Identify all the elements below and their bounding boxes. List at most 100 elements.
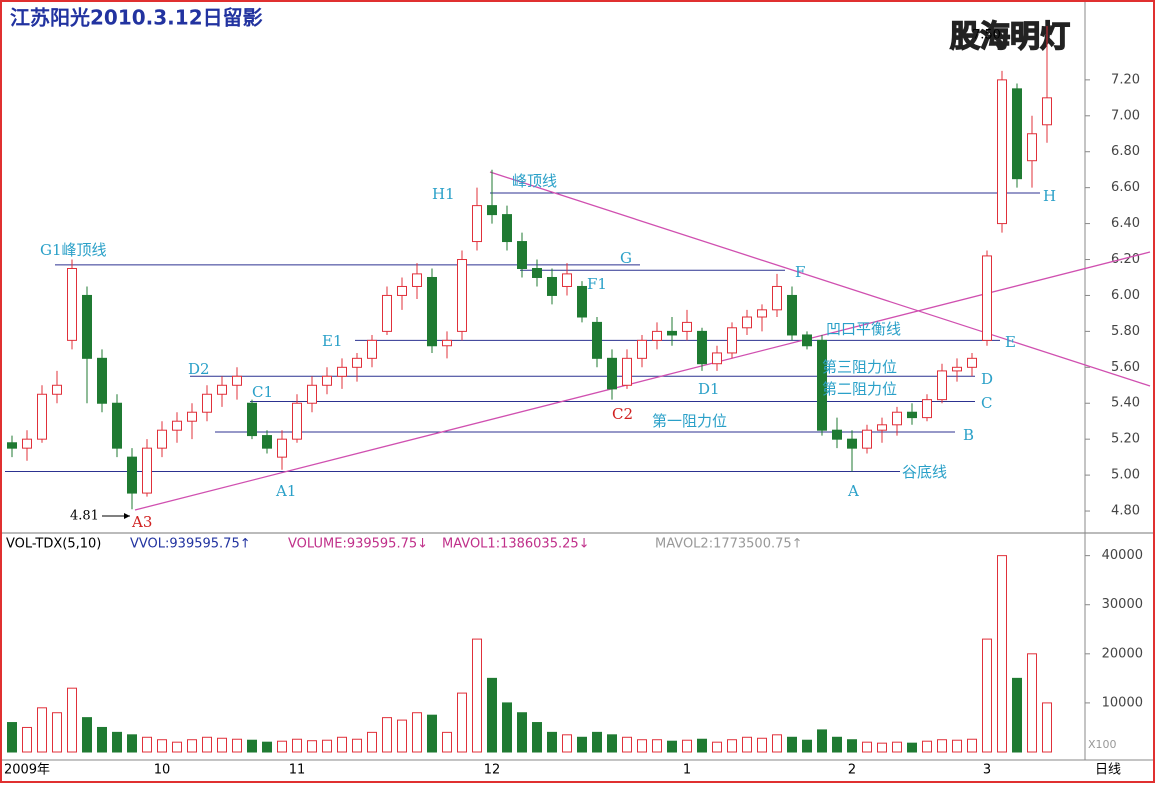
candle-body <box>502 214 512 243</box>
candle-body <box>52 384 62 395</box>
volume-header: VOL-TDX(5,10) <box>6 537 101 552</box>
annotation: D <box>981 370 993 388</box>
low-arrow-head <box>124 513 130 519</box>
volume-bar <box>412 712 422 753</box>
volume-bar <box>67 687 77 753</box>
volume-bar <box>982 638 992 753</box>
volume-bar <box>562 734 572 753</box>
annotation: C1 <box>252 383 273 401</box>
y-tick-label: 6.40 <box>1111 216 1140 231</box>
volume-bar <box>397 719 407 753</box>
annotation: 7.50 <box>972 28 1001 43</box>
volume-bar <box>202 736 212 753</box>
y-tick-label: 6.20 <box>1111 252 1140 267</box>
x-tick-label: 10 <box>154 763 171 778</box>
annotation: H <box>1043 187 1056 205</box>
volume-header: VOLUME:939595.75↓ <box>288 537 428 552</box>
annotation: 谷底线 <box>902 463 947 481</box>
volume-bar <box>262 741 272 753</box>
annotation: 凹口平衡线 <box>826 320 901 338</box>
volume-bar <box>802 739 812 753</box>
volume-bar <box>322 739 332 753</box>
volume-bar <box>37 707 47 753</box>
volume-bar <box>52 712 62 753</box>
volume-bar <box>367 731 377 753</box>
volume-bar <box>832 736 842 753</box>
candle-body <box>1012 88 1022 180</box>
candle-body <box>67 268 77 341</box>
volume-y-tick-label: 30000 <box>1102 597 1143 612</box>
volume-bar <box>307 740 317 753</box>
volume-bar <box>472 638 482 753</box>
annotation: B <box>963 426 974 444</box>
annotation: 峰顶线 <box>512 172 557 190</box>
candle-body <box>652 330 662 341</box>
period-label: 日线 <box>1095 763 1121 778</box>
x-tick-label: 11 <box>289 763 306 778</box>
volume-bar <box>532 722 542 753</box>
candle-body <box>577 285 587 318</box>
volume-bar <box>922 740 932 753</box>
volume-bar <box>502 702 512 753</box>
candle-body <box>592 321 602 359</box>
volume-unit: X100 <box>1088 738 1117 751</box>
volume-bar <box>667 740 677 753</box>
volume-bar <box>547 731 557 753</box>
annotation: F1 <box>587 275 607 293</box>
y-tick-label: 5.20 <box>1111 432 1140 447</box>
y-tick-label: 5.80 <box>1111 324 1140 339</box>
volume-bar <box>772 734 782 753</box>
volume-bar <box>442 731 452 753</box>
volume-bar <box>487 677 497 753</box>
candle-body <box>127 456 137 494</box>
volume-bar <box>967 738 977 753</box>
title: 江苏阳光2010.3.12日留影 <box>10 6 263 30</box>
volume-bar <box>112 731 122 753</box>
volume-bar <box>862 741 872 753</box>
candle-body <box>982 255 992 341</box>
candle-body <box>742 316 752 329</box>
candle-body <box>292 402 302 440</box>
volume-bar <box>937 739 947 753</box>
annotation: G <box>620 249 632 267</box>
volume-bar <box>637 739 647 753</box>
candle-body <box>697 330 707 365</box>
candle-body <box>892 411 902 426</box>
candle-body <box>322 375 332 386</box>
y-tick-label: 4.80 <box>1111 504 1140 519</box>
candle-body <box>22 438 32 449</box>
volume-bar <box>697 738 707 753</box>
annotation: 第三阻力位 <box>822 358 897 376</box>
volume-bar <box>7 722 17 753</box>
annotation: E1 <box>322 332 343 350</box>
volume-bar <box>517 712 527 753</box>
volume-bar <box>742 736 752 753</box>
y-tick-label: 5.60 <box>1111 360 1140 375</box>
volume-bar <box>682 739 692 753</box>
candle-body <box>457 259 467 332</box>
volume-header: MAVOL2:1773500.75↑ <box>655 537 803 552</box>
candle-body <box>97 357 107 404</box>
x-tick-label: 1 <box>683 763 691 778</box>
candle-body <box>487 205 497 216</box>
annotation: C2 <box>612 405 633 423</box>
resistance-trendline <box>489 171 1151 387</box>
y-tick-label: 6.00 <box>1111 288 1140 303</box>
volume-bar <box>892 741 902 753</box>
volume-bar <box>727 739 737 753</box>
candle-body <box>427 276 437 347</box>
volume-bar <box>607 734 617 753</box>
candle-body <box>7 442 17 449</box>
candle-body <box>937 370 947 401</box>
annotation: A3 <box>131 513 152 531</box>
candle-body <box>367 339 377 359</box>
annotation: D1 <box>698 380 720 398</box>
candle-body <box>262 435 272 449</box>
volume-bar <box>787 736 797 753</box>
volume-bar <box>217 737 227 753</box>
candle-body <box>667 330 677 336</box>
annotation: A <box>847 482 859 500</box>
candle-body <box>922 399 932 419</box>
candle-body <box>637 339 647 359</box>
